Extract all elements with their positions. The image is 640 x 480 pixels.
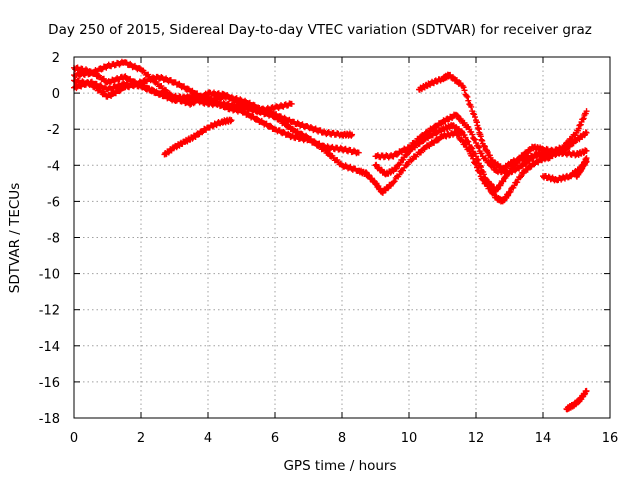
series-markers — [416, 71, 552, 173]
series-track-12 — [563, 387, 590, 413]
y-tick-label: 2 — [52, 51, 60, 66]
axis-ticks: 0 2 4 6 8 10 12 14 16 2 0 -2 -4 -6 -8 -10 -12 -14 -16 -18 — [39, 51, 619, 446]
series-track-5 — [161, 116, 235, 158]
x-tick-label: 16 — [602, 431, 619, 446]
chart-title: Day 250 of 2015, Sidereal Day-to-day VTE… — [48, 22, 592, 38]
y-tick-label: 0 — [52, 87, 60, 102]
series-track-7 — [362, 128, 590, 205]
x-tick-label: 8 — [338, 431, 346, 446]
y-tick-label: -18 — [39, 412, 60, 427]
y-tick-label: -12 — [39, 304, 60, 319]
series-markers — [373, 110, 589, 177]
y-tick-label: -4 — [47, 159, 60, 174]
y-tick-label: -14 — [39, 340, 60, 355]
x-tick-label: 14 — [535, 431, 552, 446]
series-track-11 — [573, 155, 590, 180]
x-axis-label: GPS time / hours — [283, 458, 396, 474]
series-markers — [162, 116, 234, 158]
series-markers — [563, 388, 590, 413]
y-tick-label: -16 — [39, 376, 60, 391]
data-point — [479, 176, 486, 183]
y-axis-label: SDTVAR / TECUs — [7, 183, 23, 293]
y-tick-label: -8 — [47, 232, 60, 247]
series-markers — [72, 78, 294, 115]
y-tick-label: -2 — [47, 123, 60, 138]
x-tick-label: 4 — [204, 431, 212, 446]
y-tick-label: -6 — [47, 195, 60, 210]
x-tick-label: 0 — [70, 431, 78, 446]
y-tick-label: -10 — [39, 268, 60, 283]
series-track-4 — [71, 78, 295, 115]
x-tick-label: 2 — [137, 431, 145, 446]
x-tick-label: 10 — [401, 431, 418, 446]
data-series — [71, 58, 590, 413]
x-tick-label: 6 — [271, 431, 279, 446]
x-tick-label: 12 — [468, 431, 485, 446]
series-track-9 — [416, 71, 553, 173]
series-markers — [573, 156, 590, 180]
grid-lines — [74, 57, 610, 418]
